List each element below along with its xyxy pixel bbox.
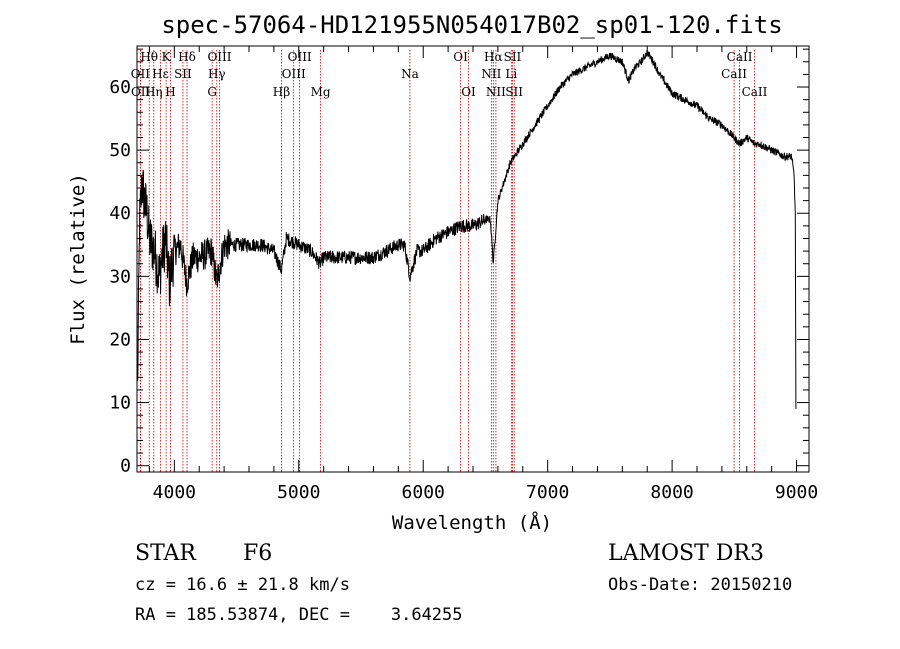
y-axis-label: Flux (relative): [67, 173, 89, 345]
spectral-line-label: CaII: [727, 50, 753, 64]
spectral-line-label: SII: [505, 85, 523, 99]
spectral-line-label: Hα: [484, 50, 503, 64]
y-tick-label: 10: [109, 393, 131, 414]
chart-title: spec-57064-HD121955N054017B02_sp01-120.f…: [161, 11, 782, 39]
spectral-line-label: Hθ: [140, 50, 158, 64]
object-class: STAR: [135, 541, 197, 566]
y-tick-label: 30: [109, 266, 131, 287]
spectral-line-label: Hε: [152, 67, 169, 81]
x-tick-label: 7000: [526, 482, 569, 503]
x-axis-label: Wavelength (Å): [392, 511, 552, 534]
y-tick-label: 60: [109, 77, 131, 98]
x-tick-label: 8000: [650, 482, 693, 503]
y-tick-label: 0: [120, 456, 131, 477]
spectral-line-label: Hδ: [178, 50, 196, 64]
obs-date-text: Obs-Date: 20150210: [608, 575, 792, 595]
y-tick-label: 20: [109, 329, 131, 350]
spectral-line-label: NII: [486, 85, 506, 99]
spectral-line-label: Hγ: [208, 67, 226, 81]
spectral-line-label: Hβ: [273, 85, 290, 99]
x-tick-label: 5000: [277, 482, 320, 503]
x-tick-label: 6000: [402, 482, 445, 503]
y-tick-label: 50: [109, 140, 131, 161]
spectral-line-label: OIII: [207, 50, 231, 64]
spectral-line-label: Mg: [311, 85, 331, 99]
line-marker-group: [139, 50, 755, 472]
redshift-text: cz = 16.6 ± 21.8 km/s: [135, 575, 350, 595]
spectral-line-label: Li: [505, 67, 517, 81]
spectral-line-label: OIII: [288, 50, 312, 64]
spectral-line-label: OI: [461, 85, 476, 99]
spectral-line-label: SII: [504, 50, 522, 64]
spectral-line-label: Hη: [145, 85, 163, 99]
spectral-line-label: H: [165, 85, 175, 99]
spectral-line-label: CaII: [742, 85, 768, 99]
spectrum-line: [137, 49, 797, 409]
spectral-line-label: CaII: [721, 67, 747, 81]
survey-name: LAMOST DR3: [608, 541, 764, 566]
spectral-line-label: K: [162, 50, 172, 64]
y-tick-label: 40: [109, 203, 131, 224]
spectral-line-label: Na: [401, 67, 419, 81]
coordinates-text: RA = 185.53874, DEC = 3.64255: [135, 605, 463, 625]
spectral-line-label: OI: [453, 50, 468, 64]
x-tick-label: 9000: [775, 482, 818, 503]
x-tick-label: 4000: [153, 482, 196, 503]
object-subclass: F6: [243, 541, 272, 566]
spectral-line-label: SII: [174, 67, 192, 81]
spectral-line-label: NII: [481, 67, 501, 81]
plot-frame: [136, 45, 810, 473]
tick-group: 4000 5000 6000 7000 8000 9000 0 10 20 30 40 50 60: [109, 46, 818, 503]
spectral-line-label: OII: [131, 85, 151, 99]
spectral-line-label: OIII: [282, 67, 306, 81]
spectral-line-label: G: [207, 85, 217, 99]
